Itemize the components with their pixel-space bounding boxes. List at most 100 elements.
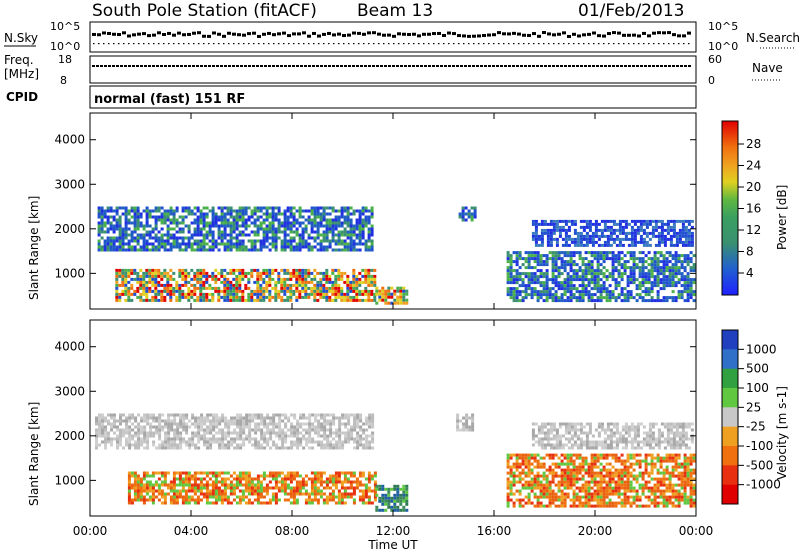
range-cell [239,438,242,441]
range-cell [197,484,200,487]
range-cell [127,272,130,275]
range-cell [344,478,347,481]
nsky-mark [282,32,286,35]
range-cell [693,293,696,296]
range-cell [338,240,341,243]
range-cell [134,481,137,484]
range-cell [574,229,577,232]
range-cell [110,249,113,252]
range-cell [516,254,519,257]
range-cell [317,472,320,475]
freq-mark [528,65,531,67]
range-cell [618,254,621,257]
range-cell [118,272,121,275]
nsky-mark [377,33,381,36]
range-cell [140,216,143,219]
range-cell [350,213,353,216]
range-cell [236,481,239,484]
range-cell [158,240,161,243]
range-cell [359,484,362,487]
range-cell [471,429,474,432]
range-cell [157,293,160,296]
range-cell [368,441,371,444]
range-cell [281,420,284,423]
nsearch-mark [558,43,560,44]
nsky-mark [372,31,376,34]
range-cell [532,423,535,426]
range-cell [579,254,582,257]
range-cell [298,269,301,272]
range-cell [107,441,110,444]
range-cell [558,266,561,269]
range-cell [188,207,191,210]
range-cell [571,426,574,429]
range-cell [188,243,191,246]
range-cell [633,263,636,266]
range-cell [553,226,556,229]
range-cell [104,426,107,429]
range-cell [179,237,182,240]
range-cell [128,502,131,505]
range-cell [359,441,362,444]
range-cell [269,432,272,435]
range-cell [552,266,555,269]
range-cell [145,290,148,293]
range-cell [302,447,305,450]
freq-tick-top: 18 [58,53,72,66]
range-cell [311,484,314,487]
range-cell [278,414,281,417]
range-cell [142,275,145,278]
range-cell [227,426,230,429]
range-cell [242,246,245,249]
range-cell [595,226,598,229]
range-cell [250,293,253,296]
range-cell [555,284,558,287]
range-cell [583,226,586,229]
range-cell [585,278,588,281]
range-cell [375,506,378,509]
range-cell [185,475,188,478]
range-cell [373,278,376,281]
range-cell [128,499,131,502]
range-cell [371,210,374,213]
range-cell [308,246,311,249]
range-cell [242,213,245,216]
range-cell [313,275,316,278]
range-cell [373,284,376,287]
range-cell [347,216,350,219]
range-cell [161,420,164,423]
range-cell [202,275,205,278]
range-cell [262,299,265,302]
power-colorbar-tick-label: 12 [746,223,761,237]
range-cell [627,290,630,293]
range-cell [287,499,290,502]
range-cell [368,487,371,490]
range-cell [95,444,98,447]
range-cell [139,293,142,296]
range-cell [127,296,130,299]
range-cell [338,426,341,429]
range-cell [534,260,537,263]
nsearch-mark [653,43,655,44]
range-cell [316,281,319,284]
range-cell [304,287,307,290]
range-cell [338,499,341,502]
range-cell [260,444,263,447]
range-cell [172,293,175,296]
range-cell [645,299,648,302]
range-cell [347,249,350,252]
range-cell [344,228,347,231]
range-cell [355,293,358,296]
range-cell [633,275,636,278]
range-cell [206,472,209,475]
range-cell [341,481,344,484]
range-cell [161,213,164,216]
range-cell [362,429,365,432]
range-cell [248,487,251,490]
range-cell [176,225,179,228]
range-cell [116,237,119,240]
range-cell [314,481,317,484]
range-cell [370,284,373,287]
range-cell [193,275,196,278]
range-cell [155,472,158,475]
